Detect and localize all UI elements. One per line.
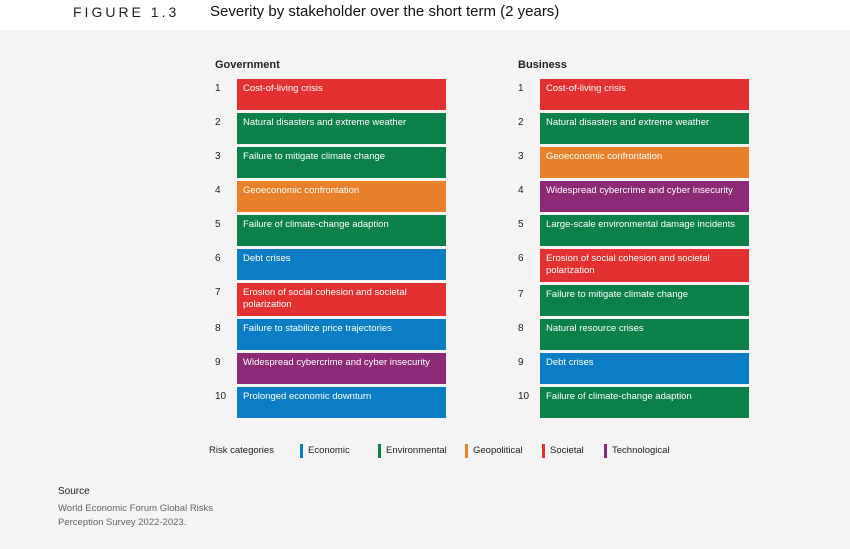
- risk-box: Failure of climate-change adaption: [540, 387, 749, 418]
- risk-box: Cost-of-living crisis: [237, 79, 446, 110]
- risk-row: 9 Widespread cybercrime and cyber insecur…: [215, 353, 455, 384]
- rank: 8: [518, 323, 524, 334]
- source-title: Source: [58, 486, 90, 497]
- risk-box: Geoeconomic confrontation: [540, 147, 749, 178]
- source-text: World Economic Forum Global Risks Percep…: [58, 503, 214, 528]
- rank: 3: [215, 151, 221, 162]
- risk-box: Prolonged economic downturn: [237, 387, 446, 418]
- rank: 6: [215, 253, 221, 264]
- rank: 10: [215, 391, 227, 402]
- legend-item: Environmental: [378, 444, 447, 458]
- rank: 7: [518, 289, 524, 300]
- legend-item: Economic: [300, 444, 350, 458]
- risk-box: Erosion of social cohesion and societal …: [237, 283, 446, 316]
- rank: 2: [215, 117, 221, 128]
- risk-row: 2 Natural disasters and extreme weather: [518, 113, 758, 144]
- risk-box: Failure of climate-change adaption: [237, 215, 446, 246]
- legend-text: Environmental: [386, 445, 447, 456]
- rank: 4: [215, 185, 221, 196]
- legend-swatch: [300, 444, 303, 458]
- risk-row: 9 Debt crises: [518, 353, 758, 384]
- legend-swatch: [378, 444, 381, 458]
- legend-text: Technological: [612, 445, 670, 456]
- legend-swatch: [465, 444, 468, 458]
- risk-box: Geoeconomic confrontation: [237, 181, 446, 212]
- rank: 6: [518, 253, 524, 264]
- rank: 5: [518, 219, 524, 230]
- risk-row: 6 Erosion of social cohesion and societal…: [518, 249, 758, 282]
- legend-item: Geopolitical: [465, 444, 523, 458]
- risk-row: 4 Widespread cybercrime and cyber insecur…: [518, 181, 758, 212]
- risk-row: 8 Failure to stabilize price trajectories: [215, 319, 455, 350]
- risk-row: 2 Natural disasters and extreme weather: [215, 113, 455, 144]
- risk-row: 3 Geoeconomic confrontation: [518, 147, 758, 178]
- column: Government 1 Cost-of-living crisis 2 Natural…: [215, 59, 455, 421]
- risk-box: Large-scale environmental damage inciden…: [540, 215, 749, 246]
- rank: 7: [215, 287, 221, 298]
- figure-label: FIGURE 1.3: [73, 4, 180, 20]
- risk-box: Failure to mitigate climate change: [540, 285, 749, 316]
- rank: 2: [518, 117, 524, 128]
- rank: 8: [215, 323, 221, 334]
- column: Business 1 Cost-of-living crisis 2 Natural d…: [518, 59, 758, 421]
- rank: 9: [518, 357, 524, 368]
- column-title: Government: [215, 59, 280, 71]
- risk-box: Natural disasters and extreme weather: [237, 113, 446, 144]
- legend-text: Societal: [550, 445, 584, 456]
- risk-row: 5 Large-scale environmental damage incide…: [518, 215, 758, 246]
- rank: 5: [215, 219, 221, 230]
- risk-row: 10 Prolonged economic downturn: [215, 387, 455, 418]
- legend-label: Risk categories: [209, 445, 274, 456]
- risk-row: 7 Failure to mitigate climate change: [518, 285, 758, 316]
- legend-text: Geopolitical: [473, 445, 523, 456]
- rank: 10: [518, 391, 530, 402]
- risk-box: Erosion of social cohesion and societal …: [540, 249, 749, 282]
- legend-swatch: [604, 444, 607, 458]
- risk-box: Natural resource crises: [540, 319, 749, 350]
- figure-title: Severity by stakeholder over the short t…: [210, 3, 560, 20]
- legend: Risk categories Economic Environmental Geo…: [209, 444, 670, 458]
- risk-box: Debt crises: [237, 249, 446, 280]
- risk-row: 3 Failure to mitigate climate change: [215, 147, 455, 178]
- risk-row: 1 Cost-of-living crisis: [215, 79, 455, 110]
- risk-row: 5 Failure of climate-change adaption: [215, 215, 455, 246]
- rank: 3: [518, 151, 524, 162]
- risk-row: 10 Failure of climate-change adaption: [518, 387, 758, 418]
- risk-row: 4 Geoeconomic confrontation: [215, 181, 455, 212]
- legend-swatch: [542, 444, 545, 458]
- risk-row: 7 Erosion of social cohesion and societal…: [215, 283, 455, 316]
- risk-box: Natural disasters and extreme weather: [540, 113, 749, 144]
- risk-row: 8 Natural resource crises: [518, 319, 758, 350]
- rank: 1: [215, 83, 221, 94]
- legend-item: Societal: [542, 444, 584, 458]
- risk-row: 6 Debt crises: [215, 249, 455, 280]
- risk-box: Failure to mitigate climate change: [237, 147, 446, 178]
- header-band: FIGURE 1.3 Severity by stakeholder over …: [0, 0, 850, 30]
- risk-row: 1 Cost-of-living crisis: [518, 79, 758, 110]
- risk-box: Failure to stabilize price trajectories: [237, 319, 446, 350]
- legend-text: Economic: [308, 445, 350, 456]
- legend-item: Technological: [604, 444, 670, 458]
- risk-box: Cost-of-living crisis: [540, 79, 749, 110]
- column-title: Business: [518, 59, 567, 71]
- rank: 9: [215, 357, 221, 368]
- risk-box: Debt crises: [540, 353, 749, 384]
- rank: 4: [518, 185, 524, 196]
- risk-box: Widespread cybercrime and cyber insecuri…: [540, 181, 749, 212]
- risk-box: Widespread cybercrime and cyber insecuri…: [237, 353, 446, 384]
- rank: 1: [518, 83, 524, 94]
